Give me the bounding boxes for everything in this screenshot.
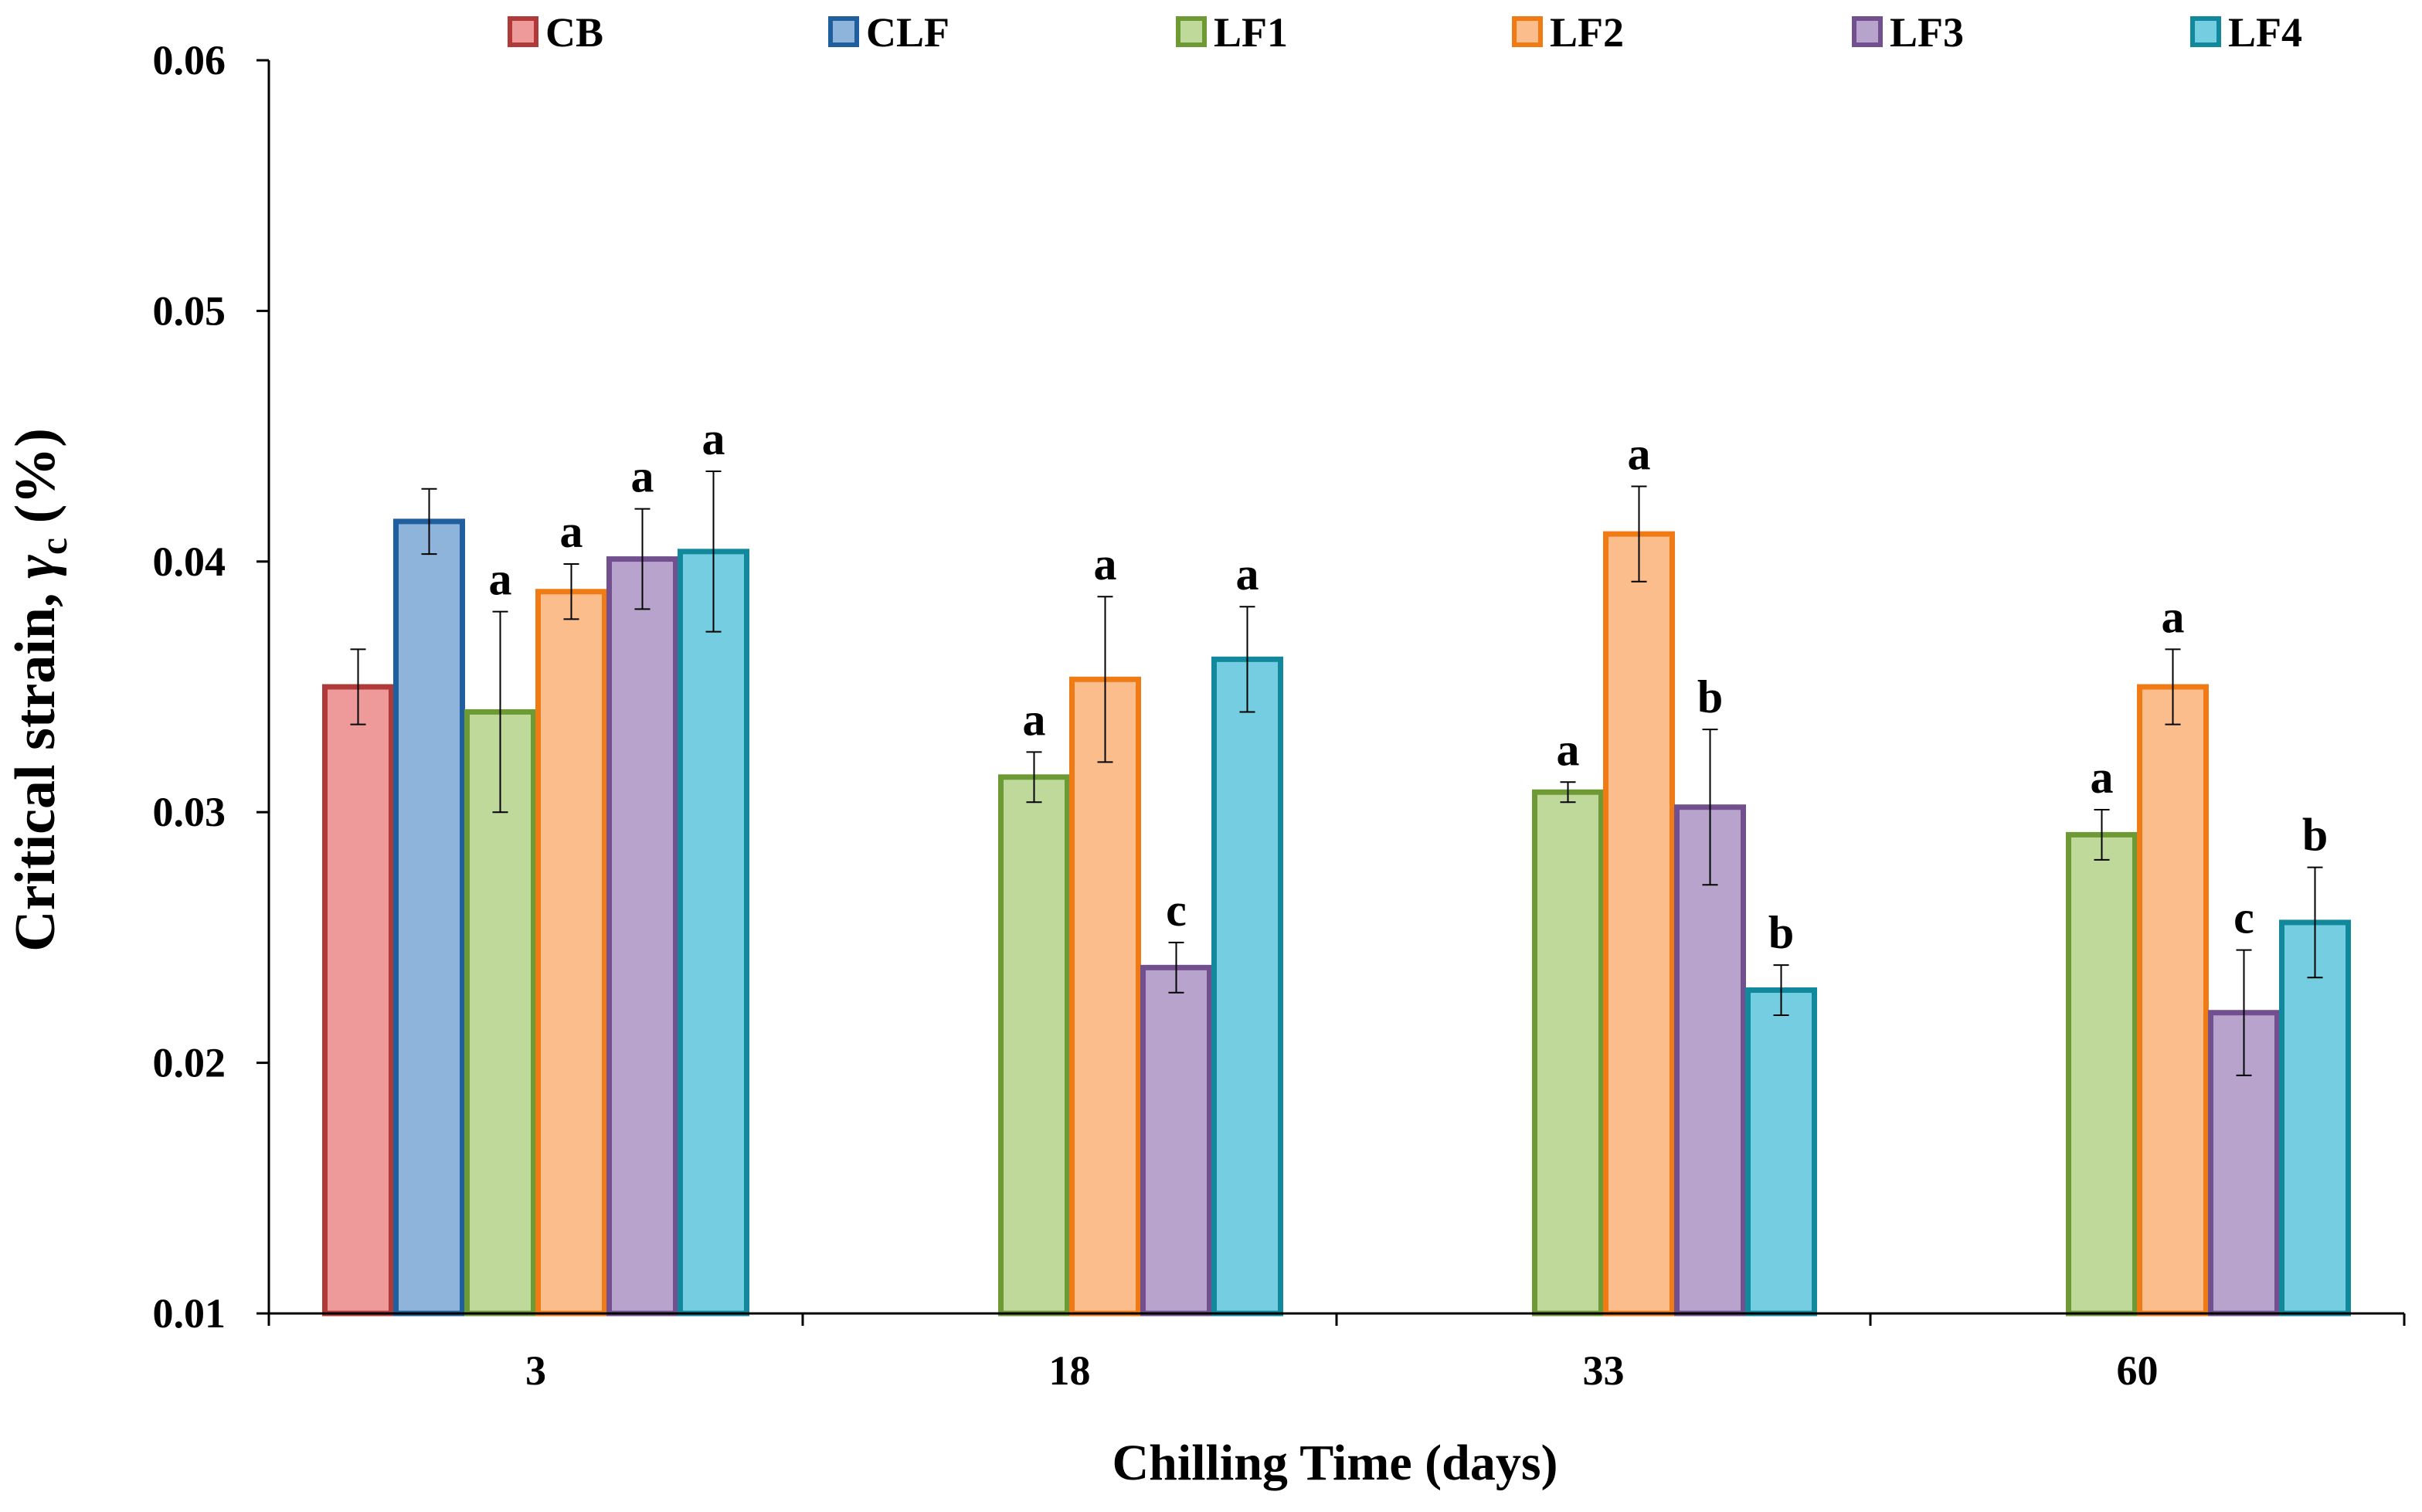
y-axis-label-symbol: γ	[4, 555, 67, 579]
significance-label: b	[1697, 671, 1723, 722]
significance-label: c	[2233, 892, 2254, 943]
significance-label: a	[489, 554, 512, 605]
x-tick-label: 33	[1583, 1347, 1625, 1394]
y-axis-label-subscript: c	[32, 538, 75, 555]
significance-label: b	[1768, 907, 1794, 958]
legend-label-lf4: LF4	[2228, 9, 2302, 56]
y-tick-label: 0.05	[153, 287, 226, 334]
significance-label: a	[1557, 724, 1580, 775]
legend-label-lf2: LF2	[1550, 9, 1624, 56]
y-tick-label: 0.02	[153, 1040, 226, 1086]
bar-lf1-day-60	[2066, 831, 2138, 1317]
legend: CB CLF LF1 LF2 LF3 LF4	[508, 9, 2302, 56]
bar-lf4-day-60	[2279, 919, 2351, 1317]
bar-lf2-day-60	[2137, 684, 2209, 1317]
significance-label: a	[2162, 591, 2185, 642]
significance-label: a	[1094, 539, 1117, 590]
x-tick-label: 18	[1049, 1347, 1091, 1394]
legend-label-cb: CB	[545, 9, 603, 56]
significance-label: b	[2302, 810, 2328, 861]
legend-label-lf1: LF1	[1214, 9, 1288, 56]
significance-label: a	[1023, 694, 1046, 745]
legend-swatch-lf1	[1176, 16, 1207, 47]
significance-label: a	[702, 413, 725, 464]
bar-cb-day-3	[322, 684, 394, 1317]
bar-lf4-day-3	[678, 549, 749, 1317]
legend-swatch-lf2	[1512, 16, 1543, 47]
y-tick-label: 0.04	[153, 539, 226, 585]
bar-lf1-day-33	[1532, 789, 1604, 1317]
bar-lf2-day-33	[1603, 531, 1675, 1317]
legend-swatch-lf3	[1852, 16, 1883, 47]
legend-swatch-clf	[828, 16, 859, 47]
bar-lf4-day-18	[1211, 656, 1283, 1317]
significance-label: a	[631, 451, 654, 502]
y-tick-label: 0.03	[153, 789, 226, 835]
x-tick-label: 3	[525, 1347, 546, 1394]
significance-label: a	[1236, 549, 1259, 600]
significance-label: a	[2091, 752, 2114, 803]
bar-lf3-day-18	[1140, 964, 1212, 1317]
legend-label-clf: CLF	[866, 9, 949, 56]
bar-lf1-day-18	[998, 774, 1070, 1317]
bar-lf4-day-33	[1745, 987, 1817, 1317]
bar-lf2-day-3	[535, 589, 607, 1317]
bar-lf3-day-3	[606, 556, 678, 1317]
legend-label-lf3: LF3	[1890, 9, 1964, 56]
y-axis-label: Critical strain, γc (%)	[4, 428, 75, 952]
y-tick-label: 0.01	[153, 1290, 226, 1337]
x-axis-label: Chilling Time (days)	[1112, 1435, 1557, 1491]
significance-label: c	[1166, 885, 1187, 936]
bar-clf-day-3	[393, 518, 465, 1317]
y-axis-label-prefix: Critical strain,	[4, 579, 67, 952]
legend-swatch-cb	[508, 16, 538, 47]
legend-swatch-lf4	[2190, 16, 2221, 47]
y-tick-label: 0.06	[153, 37, 226, 83]
axes-group: 0.01 0.02 0.03 0.04 0.05 0.06 3 18 33 60	[153, 37, 2406, 1394]
x-tick-label: 60	[2117, 1347, 2159, 1394]
significance-label: a	[1628, 428, 1651, 479]
y-axis-label-suffix: (%)	[4, 428, 67, 538]
bar-lf2-day-18	[1069, 676, 1141, 1317]
significance-label: a	[560, 506, 583, 557]
